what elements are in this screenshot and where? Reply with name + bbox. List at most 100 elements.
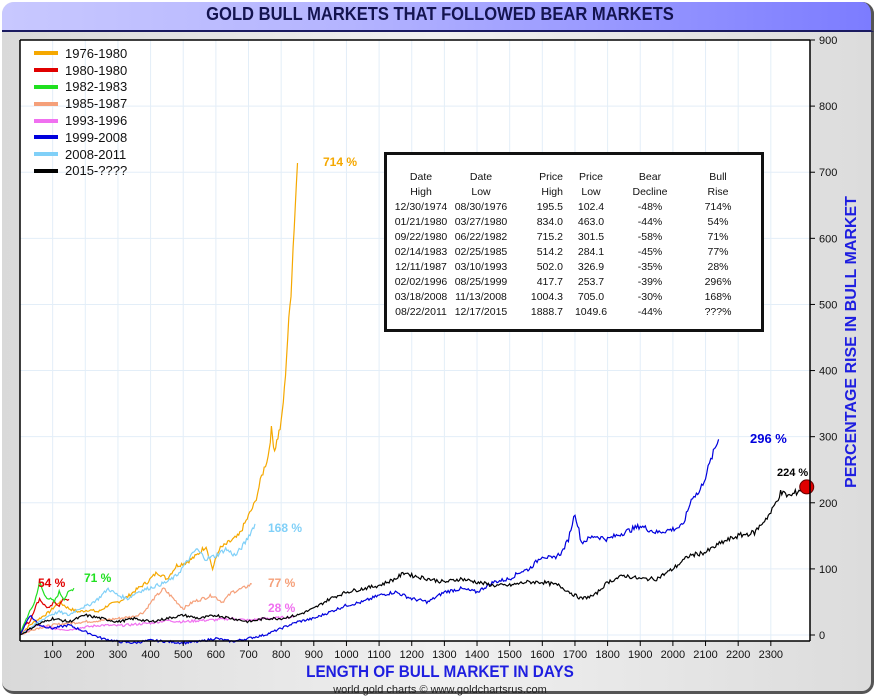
table-header-cell: Rise xyxy=(707,185,729,198)
table-cell: 705.0 xyxy=(577,290,605,303)
table-cell: 03/10/1993 xyxy=(454,260,508,273)
series-line-1985-1987 xyxy=(19,582,253,636)
table-cell: 715.2 xyxy=(536,230,563,243)
x-tick-label: 700 xyxy=(239,649,257,661)
table-header-cell: Price xyxy=(579,170,603,183)
table-cell: 514.2 xyxy=(536,245,563,258)
y-tick-label: 0 xyxy=(819,630,825,642)
x-tick-label: 1700 xyxy=(563,649,587,661)
table-cell: 417.7 xyxy=(536,275,563,288)
y-tick-label: 600 xyxy=(819,233,837,245)
table-cell: 08/22/2011 xyxy=(395,305,447,318)
plot-background xyxy=(20,40,810,641)
legend-label: 1985-1987 xyxy=(65,96,128,112)
table-header-cell: Low xyxy=(471,185,491,198)
table-header-cell: Date xyxy=(409,170,433,183)
legend-item: 1999-2008 xyxy=(34,129,127,146)
legend-swatch xyxy=(34,135,58,140)
series-line-1982-1983 xyxy=(19,580,75,636)
table-cell: 296% xyxy=(704,275,732,288)
legend-swatch xyxy=(34,118,58,123)
data-table-box: Date Date Price Price Bear Bull High Low High Low… xyxy=(384,152,764,332)
table-cell: -58% xyxy=(637,230,663,243)
series-end-label: 28 % xyxy=(268,601,296,615)
table-cell: 77% xyxy=(707,245,729,258)
legend-item: 2015-???? xyxy=(34,163,127,180)
table-cell: 54% xyxy=(707,215,729,228)
legend-swatch xyxy=(34,101,58,106)
legend-label: 2015-???? xyxy=(65,163,128,179)
y-tick-label: 900 xyxy=(819,35,837,47)
legend-label: 1976-1980 xyxy=(65,45,128,61)
x-tick-label: 2300 xyxy=(759,649,783,661)
series-end-label: 224 % xyxy=(777,467,809,479)
x-tick-label: 1500 xyxy=(497,649,521,661)
y-tick-label: 300 xyxy=(819,432,837,444)
y-tick-label: 700 xyxy=(819,167,837,179)
table-cell: -35% xyxy=(637,260,663,273)
legend-label: 2008-2011 xyxy=(65,146,127,162)
y-tick-label: 100 xyxy=(819,564,837,576)
x-tick-label: 100 xyxy=(43,649,61,661)
table-header-row: High Low High Low Decline Rise xyxy=(393,184,747,199)
series-end-label: 714 % xyxy=(323,155,358,169)
x-tick-label: 200 xyxy=(76,649,94,661)
table-header-row: Date Date Price Price Bear Bull xyxy=(393,169,747,184)
table-header-cell: High xyxy=(541,185,563,198)
table-cell: 301.5 xyxy=(577,230,605,243)
x-tick-label: 2000 xyxy=(661,649,685,661)
table-cell: 03/27/1980 xyxy=(454,215,508,228)
legend-swatch xyxy=(34,51,58,56)
y-tick-label: 800 xyxy=(819,101,837,113)
y-tick-label: 200 xyxy=(819,498,837,510)
table-cell: 02/02/1996 xyxy=(394,275,448,288)
legend-item: 1980-1980 xyxy=(34,62,127,79)
table-header-cell: Low xyxy=(581,185,601,198)
table-cell: 03/18/2008 xyxy=(394,290,448,303)
table-cell: 06/22/1982 xyxy=(454,230,508,243)
table-cell: 168% xyxy=(704,290,732,303)
x-tick-label: 1000 xyxy=(334,649,358,661)
y-axis-title: PERCENTAGE RISE IN BULL MARKET xyxy=(843,196,860,488)
table-cell: 284.1 xyxy=(577,245,605,258)
x-tick-label: 1100 xyxy=(367,649,391,661)
x-tick-label: 1200 xyxy=(399,649,423,661)
series-end-label: 77 % xyxy=(268,576,296,590)
legend-swatch xyxy=(34,84,58,89)
table-cell: -48% xyxy=(637,200,663,213)
x-tick-label: 500 xyxy=(174,649,192,661)
x-tick-label: 1400 xyxy=(465,649,489,661)
table-cell: 02/14/1983 xyxy=(394,245,448,258)
title-bar xyxy=(2,2,874,32)
table-cell: 08/25/1999 xyxy=(454,275,508,288)
table-row: 02/14/1983 02/25/1985 514.2 284.1 -45% 77% xyxy=(393,244,747,259)
x-tick-label: 2200 xyxy=(726,649,750,661)
table-cell: 11/13/2008 xyxy=(455,290,507,303)
legend-item: 1993-1996 xyxy=(34,112,127,129)
legend-label: 1993-1996 xyxy=(65,113,128,129)
table-cell: 01/21/1980 xyxy=(394,215,448,228)
legend-item: 1982-1983 xyxy=(34,79,127,96)
x-tick-label: 600 xyxy=(207,649,225,661)
table-row: 03/18/2008 11/13/2008 1004.3 705.0 -30% 168% xyxy=(393,289,747,304)
table-cell: 02/25/1985 xyxy=(454,245,508,258)
table-cell: -44% xyxy=(637,215,663,228)
legend-swatch xyxy=(34,68,58,73)
table-cell: 834.0 xyxy=(536,215,563,228)
data-table: Date Date Price Price Bear Bull High Low High Low… xyxy=(393,169,747,319)
table-cell: 102.4 xyxy=(577,200,605,213)
x-tick-label: 900 xyxy=(305,649,323,661)
legend-item: 1985-1987 xyxy=(34,95,127,112)
table-header-cell: High xyxy=(410,185,432,198)
legend-label: 1980-1980 xyxy=(65,62,128,78)
legend-label: 1982-1983 xyxy=(65,79,128,95)
table-cell: 12/30/1974 xyxy=(394,200,448,213)
table-cell: 502.0 xyxy=(536,260,563,273)
x-tick-label: 300 xyxy=(109,649,127,661)
series-end-label: 54 % xyxy=(38,576,66,590)
table-cell: -45% xyxy=(637,245,663,258)
table-header-cell: Bear xyxy=(638,170,662,183)
table-cell: 71% xyxy=(707,230,729,243)
table-cell: 12/17/2015 xyxy=(454,305,508,318)
